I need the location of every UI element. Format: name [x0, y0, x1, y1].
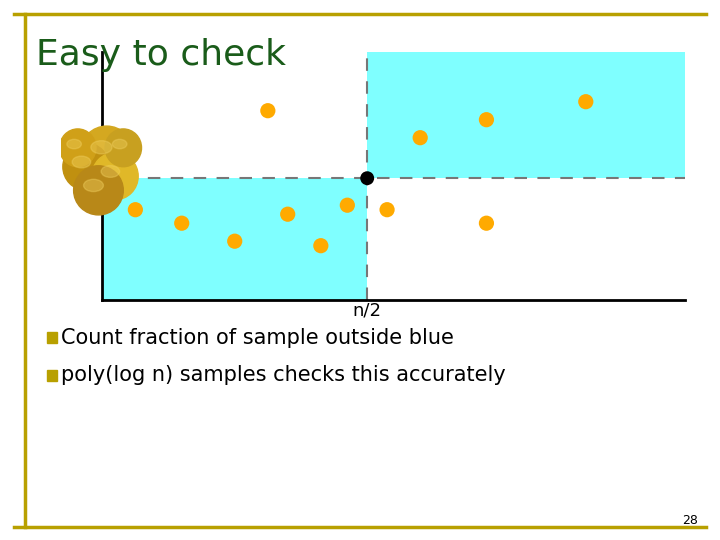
Bar [102, 178, 367, 300]
Point [262, 106, 274, 115]
Point [481, 116, 492, 124]
Point [341, 201, 353, 210]
Point [580, 97, 592, 106]
Ellipse shape [80, 126, 133, 179]
Ellipse shape [63, 143, 109, 190]
Point [361, 174, 373, 183]
Text: 28: 28 [683, 514, 698, 526]
Text: poly(log n) samples checks this accurately: poly(log n) samples checks this accurate… [61, 365, 506, 386]
Point [481, 219, 492, 227]
Point [415, 133, 426, 142]
Ellipse shape [92, 152, 138, 200]
Ellipse shape [73, 166, 123, 215]
Point [382, 205, 393, 214]
Point [315, 241, 327, 250]
Ellipse shape [60, 129, 96, 167]
Text: Count fraction of sample outside blue: Count fraction of sample outside blue [61, 327, 454, 348]
Ellipse shape [101, 166, 120, 177]
Ellipse shape [67, 139, 81, 148]
Ellipse shape [112, 139, 127, 148]
Text: Easy to check: Easy to check [36, 38, 286, 72]
Bar [367, 52, 685, 178]
Ellipse shape [91, 140, 112, 154]
Point [130, 205, 141, 214]
Ellipse shape [72, 156, 91, 168]
Point [176, 219, 187, 227]
Ellipse shape [105, 129, 142, 167]
Point [229, 237, 240, 246]
Ellipse shape [84, 179, 104, 192]
Text: n/2: n/2 [353, 302, 382, 320]
Point [282, 210, 294, 219]
